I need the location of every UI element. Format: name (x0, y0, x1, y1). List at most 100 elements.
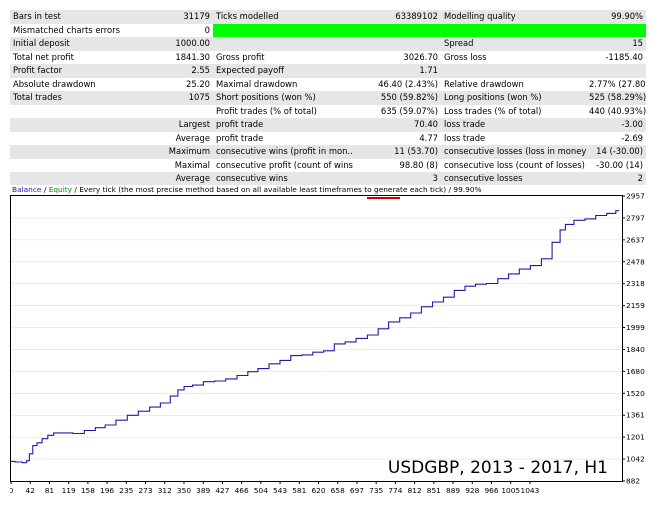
chart-legend: Balance / Equity / Every tick (the most … (12, 185, 482, 194)
legend-equity: Equity (49, 185, 73, 194)
y-tick-label: 1361 (626, 411, 645, 420)
value: 31179 (130, 10, 213, 24)
x-tick-label: 735 (369, 486, 383, 495)
legend-quality: 99.90% (453, 185, 481, 194)
x-tick-label: 697 (350, 486, 364, 495)
value: 70.40 (353, 118, 441, 132)
value: 550 (59.82%) (353, 91, 441, 105)
x-tick-label: 581 (292, 486, 306, 495)
label: consecutive profit (count of wins) (213, 158, 353, 172)
report-row: Total trades 1075 Short positions (won %… (10, 91, 646, 105)
legend-balance: Balance (12, 185, 42, 194)
report-row: Initial deposit 1000.00 Spread 15 (10, 37, 646, 51)
x-tick-label: 504 (254, 486, 268, 495)
label: Bars in test (10, 10, 130, 24)
balance-line (11, 210, 620, 464)
label: profit trade (213, 131, 353, 145)
label (10, 145, 130, 159)
label: Total trades (10, 91, 130, 105)
chart-background (10, 185, 650, 497)
x-tick-label: 350 (177, 486, 191, 495)
legend-separator: / (41, 185, 48, 194)
y-tick-label: 2159 (626, 301, 645, 310)
label: consecutive losses (loss in money) (441, 145, 586, 159)
x-tick-label: 889 (446, 486, 460, 495)
y-tick-label: 2957 (626, 192, 645, 201)
label (10, 104, 130, 118)
report-row: Total net profit 1841.30 Gross profit 30… (10, 50, 646, 64)
label (213, 37, 353, 51)
value: 25.20 (130, 77, 213, 91)
label: Spread (441, 37, 586, 51)
label: consecutive wins (213, 172, 353, 186)
value: 440 (40.93%) (586, 104, 646, 118)
report-row: Maximal consecutive profit (count of win… (10, 158, 646, 172)
value: 15 (586, 37, 646, 51)
label: profit trade (213, 118, 353, 132)
y-tick-label: 1999 (626, 323, 645, 332)
x-tick-label: 466 (235, 486, 249, 495)
x-tick-label: 312 (158, 486, 172, 495)
value (130, 104, 213, 118)
label: loss trade (441, 118, 586, 132)
plot-frame (10, 195, 623, 482)
report-row: Bars in test 31179 Ticks modelled 633891… (10, 10, 646, 24)
report-row: Profit trades (% of total) 635 (59.07%) … (10, 104, 646, 118)
value: 46.40 (2.43%) (353, 77, 441, 91)
value: Maximal (130, 158, 213, 172)
value: -3.00 (586, 118, 646, 132)
label: Gross loss (441, 50, 586, 64)
x-tick-label: 42 (26, 486, 35, 495)
balance-chart: 2957 2797 2637 2478 2318 2159 1999 1840 1680 1520… (10, 185, 650, 497)
value: -2.69 (586, 131, 646, 145)
label (10, 131, 130, 145)
value: -30.00 (14) (586, 158, 646, 172)
x-tick-label: 543 (273, 486, 287, 495)
x-tick-label: 273 (138, 486, 152, 495)
y-tick-label: 2797 (626, 213, 645, 222)
y-tick-label: 2478 (626, 257, 645, 266)
report-row: Average profit trade 4.77 loss trade -2.… (10, 131, 646, 145)
value: 1.71 (353, 64, 441, 78)
label: Expected payoff (213, 64, 353, 78)
report-row: Largest profit trade 70.40 loss trade -3… (10, 118, 646, 132)
report-row: Mismatched charts errors 0 (10, 23, 646, 37)
x-tick-label: 427 (215, 486, 229, 495)
x-tick-label: 1043 (521, 486, 540, 495)
y-tick-label: 2637 (626, 235, 645, 244)
label: consecutive losses (441, 172, 586, 186)
report-row: Profit factor 2.55 Expected payoff 1.71 (10, 64, 646, 78)
value: 2.55 (130, 64, 213, 78)
label: Ticks modelled (213, 10, 353, 24)
label (441, 64, 586, 78)
value: -1185.40 (586, 50, 646, 64)
x-tick-label: 658 (331, 486, 345, 495)
label: Long positions (won %) (441, 91, 586, 105)
quality-bar (213, 23, 646, 37)
value: 99.90% (586, 10, 646, 24)
label: Profit factor (10, 64, 130, 78)
value: 2 (586, 172, 646, 186)
value: 14 (-30.00) (586, 145, 646, 159)
x-tick-label: 158 (81, 486, 95, 495)
label: Mismatched charts errors (10, 23, 130, 37)
chart-overlay-label: USDGBP, 2013 - 2017, H1 (388, 458, 608, 478)
x-tick-label: 1005 (501, 486, 520, 495)
x-tick-label: 389 (196, 486, 210, 495)
value: Maximum (130, 145, 213, 159)
label: loss trade (441, 131, 586, 145)
x-tick-label: 235 (119, 486, 133, 495)
label (10, 118, 130, 132)
value: Average (130, 172, 213, 186)
value: Average (130, 131, 213, 145)
x-tick-label: 774 (388, 486, 402, 495)
y-tick-label: 1042 (626, 455, 645, 464)
value (586, 64, 646, 78)
value: 4.77 (353, 131, 441, 145)
y-tick-label: 2318 (626, 279, 645, 288)
report-row: Average consecutive wins 3 consecutive l… (10, 172, 646, 186)
y-tick-label: 1201 (626, 433, 645, 442)
report-row: Absolute drawdown 25.20 Maximal drawdown… (10, 77, 646, 91)
value: 0 (130, 23, 213, 37)
value: 525 (58.29%) (586, 91, 646, 105)
